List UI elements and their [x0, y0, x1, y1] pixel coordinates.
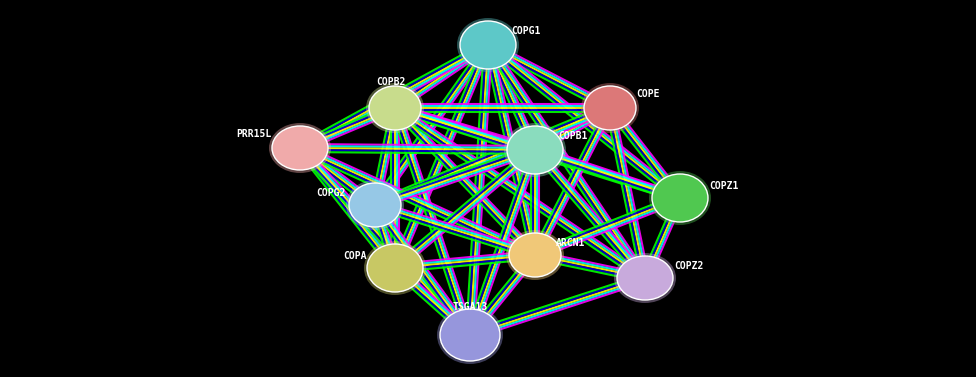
Ellipse shape: [460, 21, 516, 69]
Ellipse shape: [364, 241, 426, 295]
Ellipse shape: [366, 83, 424, 133]
Text: TSGA13: TSGA13: [452, 302, 488, 312]
Ellipse shape: [506, 230, 564, 280]
Ellipse shape: [437, 306, 503, 364]
Ellipse shape: [272, 126, 328, 170]
Ellipse shape: [504, 123, 566, 177]
Ellipse shape: [457, 18, 519, 72]
Ellipse shape: [367, 244, 423, 292]
Ellipse shape: [652, 174, 708, 222]
Ellipse shape: [509, 233, 561, 277]
Ellipse shape: [507, 126, 563, 174]
Text: COPB2: COPB2: [377, 77, 406, 87]
Ellipse shape: [584, 86, 636, 130]
Ellipse shape: [440, 309, 500, 361]
Ellipse shape: [614, 253, 676, 303]
Ellipse shape: [269, 123, 331, 173]
Ellipse shape: [649, 171, 711, 225]
Text: COPB1: COPB1: [558, 131, 588, 141]
Text: ARCN1: ARCN1: [556, 238, 586, 248]
Ellipse shape: [369, 86, 421, 130]
Text: COPE: COPE: [636, 89, 660, 99]
Text: COPA: COPA: [344, 251, 367, 261]
Text: COPZ2: COPZ2: [674, 261, 704, 271]
Ellipse shape: [581, 83, 639, 133]
Ellipse shape: [617, 256, 673, 300]
Ellipse shape: [349, 183, 401, 227]
Text: COPZ1: COPZ1: [710, 181, 739, 191]
Ellipse shape: [346, 180, 404, 230]
Text: COPG1: COPG1: [511, 26, 541, 36]
Text: PRR15L: PRR15L: [236, 129, 271, 139]
Text: COPG2: COPG2: [316, 188, 346, 198]
